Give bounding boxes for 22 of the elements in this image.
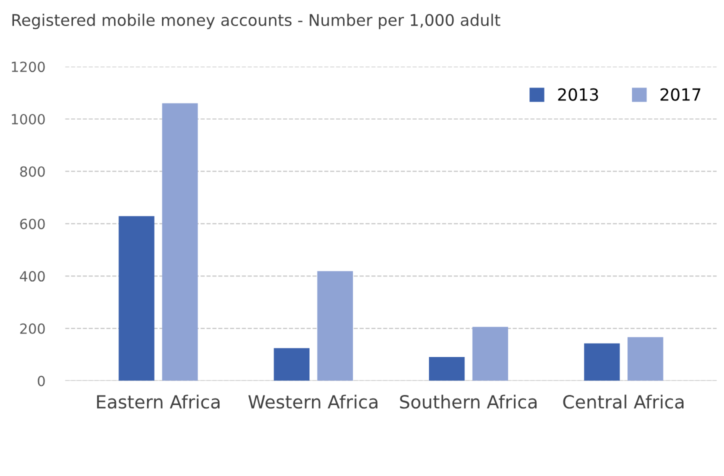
y-tick-label: 1000 bbox=[12, 114, 45, 124]
y-tick-label: 400 bbox=[20, 271, 45, 282]
x-tick-label: Southern Africa bbox=[400, 394, 537, 409]
x-tick-label: Eastern Africa bbox=[97, 394, 220, 409]
chart-title: Registered mobile money accounts - Number per 1,000 adult bbox=[12, 14, 500, 30]
x-tick-label: Western Africa bbox=[248, 394, 378, 409]
bar bbox=[274, 348, 310, 381]
y-tick-label: 1200 bbox=[12, 62, 45, 72]
y-tick-label: 800 bbox=[20, 166, 45, 177]
bar bbox=[472, 326, 508, 381]
y-tick-label: 0 bbox=[38, 376, 45, 386]
bar bbox=[428, 356, 465, 381]
bar bbox=[628, 337, 664, 381]
x-tick-label: Central Africa bbox=[563, 394, 684, 409]
y-tick-label: 200 bbox=[20, 323, 45, 334]
y-tick-label: 600 bbox=[20, 218, 45, 230]
bar bbox=[162, 103, 198, 381]
bar bbox=[118, 216, 154, 381]
legend-label: 2017 bbox=[660, 88, 700, 101]
bar bbox=[317, 271, 353, 381]
bar bbox=[584, 343, 620, 381]
legend-label: 2013 bbox=[558, 88, 598, 101]
